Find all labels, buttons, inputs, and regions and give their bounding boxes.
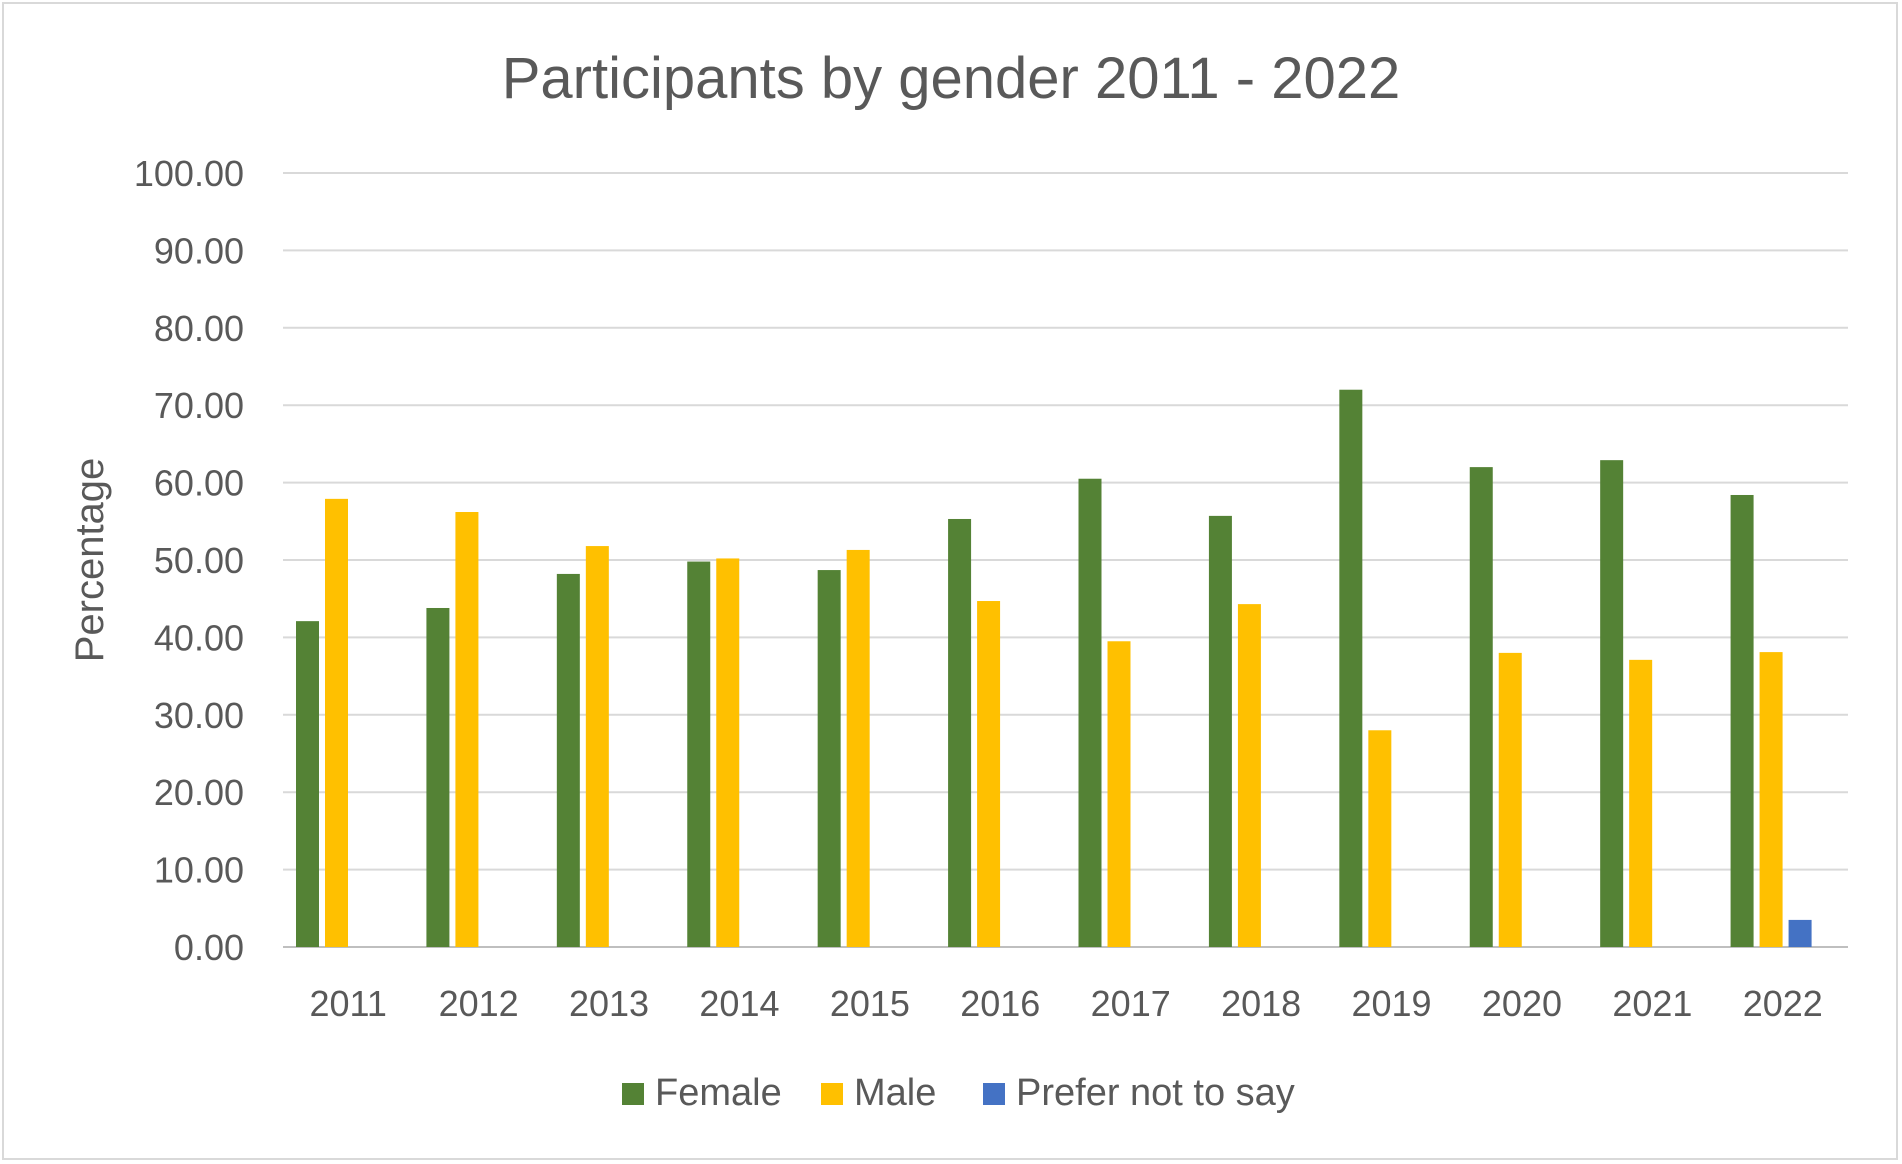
x-tick-label: 2018 <box>1221 983 1301 1024</box>
legend-label-male: Male <box>854 1072 936 1114</box>
x-tick-label: 2019 <box>1351 983 1431 1024</box>
x-tick-label: 2020 <box>1482 983 1562 1024</box>
x-tick-label: 2015 <box>830 983 910 1024</box>
y-tick-label: 40.00 <box>154 617 244 658</box>
y-tick-label: 80.00 <box>154 308 244 349</box>
x-tick-label: 2013 <box>569 983 649 1024</box>
x-axis-tick-labels: 2011 2012 2013 2014 2015 2016 2017 2018 2019 2020… <box>309 983 1822 1024</box>
legend-swatch-male <box>821 1083 843 1105</box>
x-tick-label: 2017 <box>1091 983 1171 1024</box>
bar-female-2016 <box>948 518 972 947</box>
bar-male-2022 <box>1759 652 1783 947</box>
y-tick-label: 50.00 <box>154 540 244 581</box>
x-tick-label: 2011 <box>309 983 386 1024</box>
bar-male-2015 <box>846 549 870 947</box>
bar-series <box>296 389 1812 948</box>
bar-male-2014 <box>716 558 740 947</box>
y-tick-label: 100.00 <box>134 153 244 194</box>
bar-male-2013 <box>585 546 609 947</box>
chart-title: Participants by gender 2011 - 2022 <box>502 46 1401 111</box>
x-tick-label: 2016 <box>960 983 1040 1024</box>
bar-female-2017 <box>1078 478 1102 947</box>
bar-male-2020 <box>1498 652 1522 947</box>
legend-swatch-prefer-not-to-say <box>983 1083 1005 1105</box>
y-tick-label: 30.00 <box>154 695 244 736</box>
bar-female-2018 <box>1208 515 1232 947</box>
bar-female-2014 <box>687 561 711 947</box>
bar-female-2021 <box>1600 460 1624 947</box>
legend-label-female: Female <box>655 1072 782 1114</box>
y-tick-label: 20.00 <box>154 772 244 813</box>
x-tick-label: 2021 <box>1612 983 1692 1024</box>
bar-female-2020 <box>1469 467 1493 947</box>
gridlines <box>283 172 1848 948</box>
x-tick-label: 2022 <box>1743 983 1823 1024</box>
bar-male-2021 <box>1629 659 1653 947</box>
bar-male-2012 <box>455 512 479 947</box>
x-tick-label: 2012 <box>439 983 519 1024</box>
bar-female-2012 <box>426 607 450 947</box>
legend: Female Male Prefer not to say <box>622 1072 1295 1114</box>
bar-male-2016 <box>977 601 1001 947</box>
bar-female-2019 <box>1339 389 1363 948</box>
bar-prefer-not-to-say-2022 <box>1788 919 1812 947</box>
y-axis-title: Percentage <box>68 458 112 663</box>
bar-male-2011 <box>325 498 348 947</box>
y-axis-tick-labels: 0.00 10.00 20.00 30.00 40.00 50.00 60.00 70.00 8… <box>134 153 244 968</box>
bar-male-2017 <box>1107 641 1131 947</box>
y-tick-label: 0.00 <box>174 927 244 968</box>
bar-female-2022 <box>1730 494 1754 947</box>
bar-male-2018 <box>1237 604 1261 947</box>
y-tick-label: 10.00 <box>154 850 244 891</box>
bar-male-2019 <box>1368 730 1392 947</box>
bar-female-2011 <box>296 621 319 947</box>
y-tick-label: 70.00 <box>154 385 244 426</box>
bar-female-2015 <box>817 570 841 947</box>
x-tick-label: 2014 <box>699 983 779 1024</box>
legend-label-prefer-not-to-say: Prefer not to say <box>1016 1072 1295 1114</box>
y-tick-label: 60.00 <box>154 463 244 504</box>
bar-female-2013 <box>556 573 580 947</box>
legend-swatch-female <box>622 1083 644 1105</box>
y-tick-label: 90.00 <box>154 230 244 271</box>
